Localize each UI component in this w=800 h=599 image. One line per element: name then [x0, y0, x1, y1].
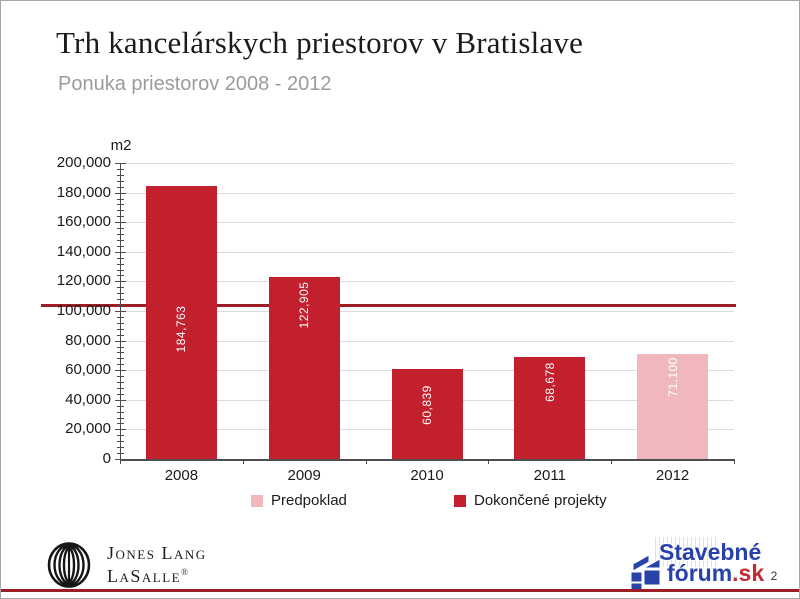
x-category-label: 2011 [533, 467, 566, 484]
accent-rule-bottom [1, 589, 799, 592]
stavebne-forum-logo-icon [630, 554, 661, 591]
registered-mark: ® [181, 567, 188, 577]
page-title: Trh kancelárskych priestorov v Bratislav… [56, 25, 584, 60]
y-tick-label: 200,000 [56, 154, 111, 171]
y-tick-label: 80,000 [65, 331, 111, 349]
y-tick-label: 20,000 [65, 420, 111, 438]
x-axis-tick [734, 459, 735, 464]
x-axis-tick [611, 459, 613, 464]
legend-item: Predpoklad [251, 492, 347, 509]
x-axis-tick [242, 459, 244, 464]
gridline [120, 281, 734, 283]
bar-value-label: 60,839 [420, 385, 434, 425]
stavebne-forum-logo-word1: Stavebné [659, 539, 762, 565]
x-axis-tick [488, 459, 490, 464]
legend-label: Dokončené projekty [474, 492, 607, 509]
gridline [120, 163, 734, 164]
x-category-label: 2008 [164, 467, 199, 484]
barcode-decoration [655, 537, 717, 567]
legend-label: Predpoklad [271, 492, 347, 509]
page-subtitle: Ponuka priestorov 2008 - 2012 [58, 73, 332, 95]
gridline [120, 340, 734, 342]
gridline [120, 251, 734, 253]
y-axis-line [119, 163, 121, 459]
bar-value-label: 184,763 [174, 305, 189, 352]
gridline [120, 192, 734, 194]
bar-2010: 60,839 [391, 368, 463, 459]
legend-swatch [454, 494, 466, 507]
y-tick-label: 100,000 [56, 302, 111, 319]
y-tick-label: 60,000 [65, 361, 111, 379]
x-category-label: 2009 [287, 467, 321, 484]
y-tick-label: 0 [102, 450, 111, 467]
bar-2008: 184,763 [145, 185, 217, 459]
bar-2011: 68,678 [514, 357, 586, 459]
page-number: 2 [770, 569, 778, 583]
bar-value-label: 68,678 [542, 362, 557, 403]
stavebne-forum-logo-sk: .sk [732, 560, 765, 586]
y-tick-label: 160,000 [56, 213, 111, 231]
bar-value-label: 122,905 [297, 281, 312, 329]
bar-2012: 71,100 [637, 353, 709, 459]
y-tick-label: 180,000 [56, 183, 111, 201]
legend-item: Dokončené projekty [454, 492, 607, 509]
bar-value-label: 71,100 [665, 356, 680, 397]
accent-rule-middle [41, 304, 736, 307]
bar-2009: 122,905 [268, 277, 340, 459]
jones-lang-lasalle-logo-text: Jones Lang LaSalle® [107, 543, 207, 586]
jones-lang-lasalle-logo: Jones Lang LaSalle® [47, 542, 207, 588]
x-axis-tick [120, 459, 121, 464]
stavebne-forum-logo: Stavebné fórum.sk [627, 536, 787, 592]
x-axis-tick [365, 459, 367, 464]
y-tick-label: 140,000 [56, 242, 111, 260]
x-category-label: 2012 [655, 467, 690, 484]
y-axis-unit-label: m2 [110, 137, 132, 154]
y-tick-label: 40,000 [65, 390, 111, 408]
y-tick-label: 120,000 [56, 272, 111, 290]
legend-swatch [251, 494, 263, 507]
x-axis-line [120, 459, 734, 461]
gridline [120, 311, 734, 312]
gridline [120, 222, 734, 224]
x-category-label: 2010 [410, 467, 444, 484]
jones-lang-lasalle-logo-mark [47, 542, 91, 588]
stavebne-forum-logo-word2: fórum.sk [667, 560, 765, 586]
